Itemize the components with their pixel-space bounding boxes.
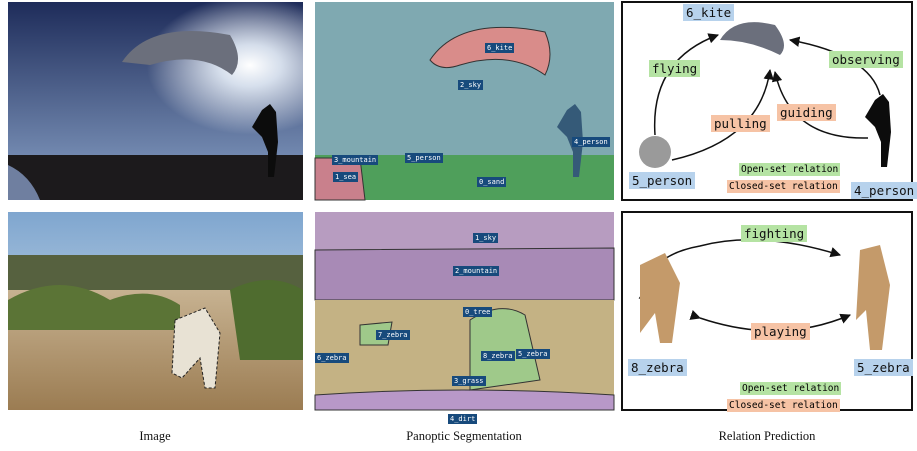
caption: Relation Prediction <box>719 429 816 444</box>
segment-label: 1_sky <box>473 233 498 243</box>
legend-closed: Closed-set relation <box>727 399 840 412</box>
node-label: 5_person <box>629 172 695 189</box>
segment-label: 3_grass <box>452 376 486 386</box>
segment-label: 2_mountain <box>453 266 499 276</box>
segment-label: 0_tree <box>463 307 492 317</box>
segment-label: 5_person <box>405 153 443 163</box>
segment-label: 5_zebra <box>516 349 550 359</box>
edge-label: guiding <box>777 104 836 121</box>
figure: Image Panoptic Segmentation Relation Pre… <box>0 0 917 451</box>
segment-label: 3_mountain <box>332 155 378 165</box>
segmentation-kite <box>315 2 614 200</box>
node-label: 6_kite <box>683 4 734 21</box>
node-label: 8_zebra <box>628 359 687 376</box>
segment-label: 4_dirt <box>448 414 477 424</box>
legend-closed: Closed-set relation <box>727 180 840 193</box>
segment-label: 6_zebra <box>315 353 349 363</box>
caption: Panoptic Segmentation <box>406 429 522 444</box>
segment-label: 0_sand <box>477 177 506 187</box>
segment-label: 2_sky <box>458 80 483 90</box>
node-label: 5_zebra <box>854 359 913 376</box>
legend-open: Open-set relation <box>739 163 840 176</box>
edge-label: pulling <box>711 115 770 132</box>
edge-label: observing <box>829 51 903 68</box>
legend-open: Open-set relation <box>740 382 841 395</box>
edge-label: playing <box>751 323 810 340</box>
edge-label: fighting <box>741 225 807 242</box>
segment-label: 1_sea <box>333 172 358 182</box>
node-label: 4_person <box>851 182 917 199</box>
segment-label: 6_kite <box>485 43 514 53</box>
photo-kite <box>8 2 303 200</box>
caption: Image <box>139 429 170 444</box>
segment-label: 4_person <box>572 137 610 147</box>
edge-label: flying <box>649 60 700 77</box>
segment-label: 7_zebra <box>376 330 410 340</box>
photo-zebras <box>8 212 303 410</box>
segment-label: 8_zebra <box>481 351 515 361</box>
